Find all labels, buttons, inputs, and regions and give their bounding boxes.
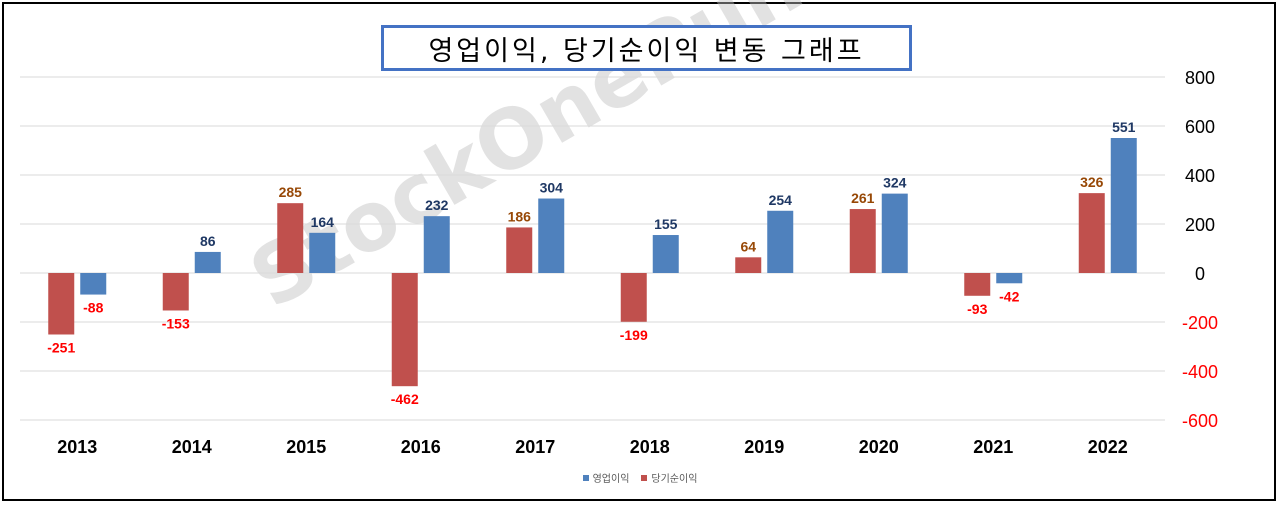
- x-category-label: 2014: [172, 437, 212, 457]
- data-label-net-income: 285: [279, 184, 303, 200]
- data-label-net-income: 326: [1080, 174, 1104, 190]
- data-label-operating-income: 254: [769, 192, 793, 208]
- x-category-label: 2022: [1088, 437, 1128, 457]
- data-label-operating-income: 155: [654, 216, 678, 232]
- x-category-label: 2020: [859, 437, 899, 457]
- category-layer: 2013 2014 2015 2016 2017 2018 2019 2020 2021 2022: [57, 437, 1128, 457]
- bar-net-income: [506, 227, 533, 273]
- tick-layer: 800 600 400 200 0 -200 -400 -600: [1182, 68, 1218, 431]
- label-layer: -251 -88 -153 86 285 164 -462 232 186 304 -199 155 6…: [47, 119, 1135, 407]
- bar-operating-income: [80, 273, 107, 295]
- x-category-label: 2015: [286, 437, 326, 457]
- bar-net-income: [735, 257, 762, 273]
- legend-swatch-operating: [582, 474, 589, 481]
- y-tick-label: 400: [1185, 166, 1215, 186]
- bar-net-income: [391, 273, 418, 387]
- y-tick-label: -200: [1182, 313, 1218, 333]
- data-label-net-income: -251: [47, 339, 75, 355]
- data-label-operating-income: 304: [540, 180, 564, 196]
- x-category-label: 2019: [744, 437, 784, 457]
- data-label-net-income: -199: [620, 327, 648, 343]
- bar-net-income: [849, 209, 876, 273]
- data-label-operating-income: 86: [200, 233, 216, 249]
- bar-net-income: [964, 273, 991, 296]
- bar-operating-income: [194, 251, 221, 273]
- bar-net-income: [1078, 193, 1105, 273]
- x-category-label: 2021: [973, 437, 1013, 457]
- bar-operating-income: [652, 235, 679, 273]
- data-label-operating-income: 164: [311, 214, 335, 230]
- bar-net-income: [162, 273, 189, 311]
- bar-operating-income: [538, 198, 565, 273]
- data-label-operating-income: 551: [1112, 119, 1136, 135]
- x-category-label: 2018: [630, 437, 670, 457]
- legend-swatch-net: [641, 474, 648, 481]
- data-label-net-income: -153: [162, 315, 190, 331]
- bar-operating-income: [309, 232, 336, 273]
- y-tick-label: -600: [1182, 411, 1218, 431]
- bar-operating-income: [423, 216, 450, 273]
- data-label-operating-income: -42: [999, 288, 1019, 304]
- legend-item-operating: 영업이익: [582, 470, 630, 485]
- bar-net-income: [620, 273, 647, 322]
- y-tick-label: 800: [1185, 68, 1215, 88]
- data-label-net-income: -462: [391, 391, 419, 407]
- legend: 영업이익 당기순이익: [0, 470, 1280, 485]
- x-category-label: 2013: [57, 437, 97, 457]
- data-label-net-income: -93: [967, 301, 987, 317]
- x-category-label: 2016: [401, 437, 441, 457]
- legend-label-net: 당기순이익: [651, 474, 698, 485]
- y-tick-label: 200: [1185, 215, 1215, 235]
- data-label-net-income: 64: [740, 238, 756, 254]
- x-category-label: 2017: [515, 437, 555, 457]
- data-label-net-income: 186: [508, 208, 532, 224]
- y-tick-label: 0: [1195, 264, 1205, 284]
- bar-net-income: [277, 203, 304, 273]
- data-label-net-income: 261: [851, 190, 875, 206]
- y-tick-label: -400: [1182, 362, 1218, 382]
- y-tick-label: 600: [1185, 117, 1215, 137]
- data-label-operating-income: 324: [883, 175, 907, 191]
- bar-operating-income: [996, 273, 1023, 284]
- bar-operating-income: [881, 193, 908, 273]
- legend-item-net: 당기순이익: [641, 470, 697, 485]
- bar-net-income: [48, 273, 75, 335]
- bar-operating-income: [1110, 138, 1137, 273]
- grid-layer: [20, 76, 1165, 421]
- data-label-operating-income: 232: [425, 197, 449, 213]
- legend-label-operating: 영업이익: [592, 474, 630, 485]
- data-label-operating-income: -88: [83, 300, 103, 316]
- bar-layer: [48, 138, 1137, 387]
- chart-title: 영업이익, 당기순이익 변동 그래프: [381, 25, 912, 71]
- bar-operating-income: [767, 210, 794, 273]
